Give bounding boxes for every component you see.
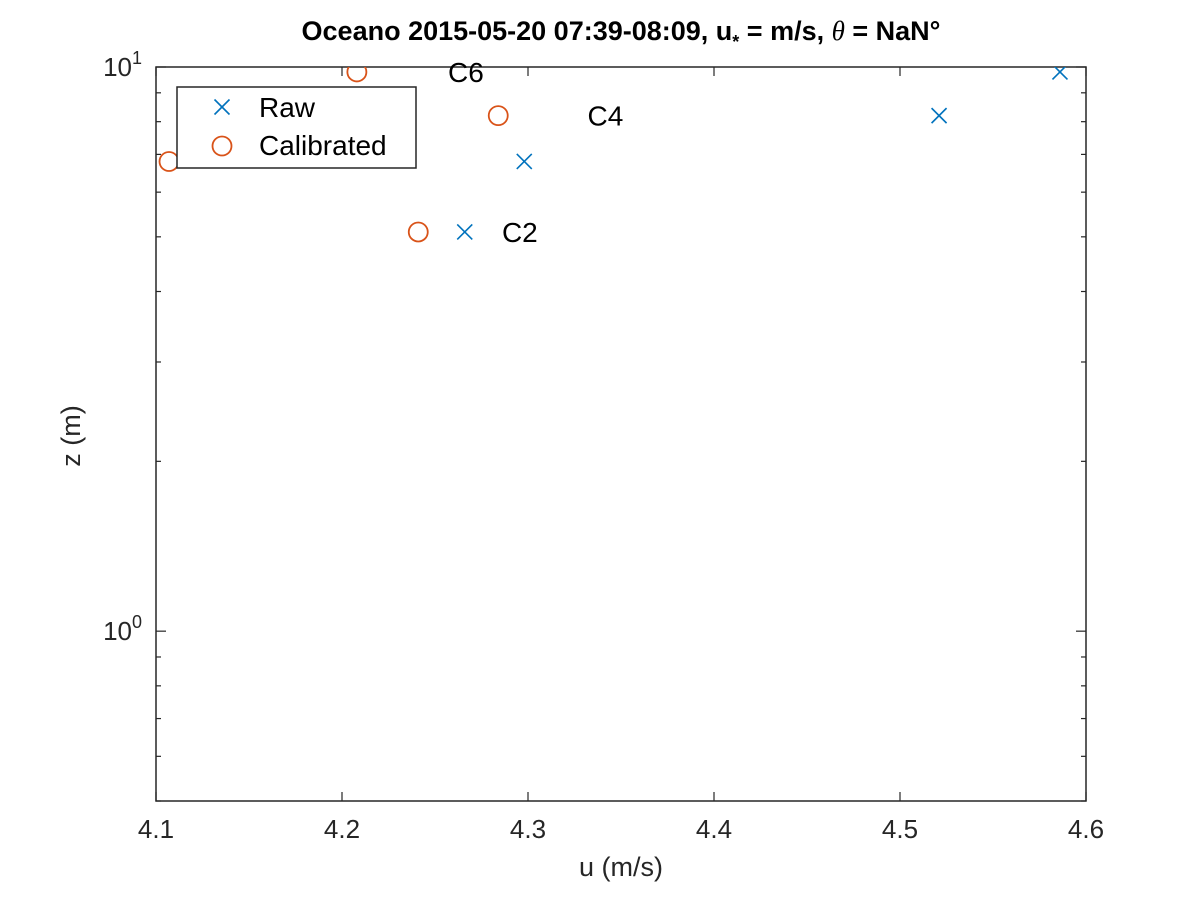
y-axis-label: z (m)	[56, 405, 86, 466]
chart-title-suffix: = NaN°	[845, 16, 941, 46]
legend-raw-x-marker	[213, 98, 231, 116]
calibrated-data-point	[346, 67, 368, 83]
raw-data-point	[1051, 67, 1069, 81]
x-marker-stroke	[456, 223, 473, 241]
legend-raw-label: Raw	[259, 92, 316, 123]
chart-title-theta: θ	[832, 16, 845, 46]
x-tick-label: 4.2	[324, 814, 360, 844]
x-marker-stroke	[213, 98, 231, 116]
chart-title-subscript: *	[732, 32, 739, 52]
x-tick-label: 4.1	[138, 814, 174, 844]
y-tick-label-base: 10	[103, 616, 132, 646]
x-tick-label: 4.3	[510, 814, 546, 844]
annotation-label-c2: C2	[502, 217, 538, 248]
x-marker-stroke	[516, 153, 533, 170]
annotation-label-c4: C4	[588, 101, 624, 132]
x-marker-stroke	[930, 107, 948, 124]
annotation-label-c6: C6	[448, 57, 484, 88]
raw-data-point	[516, 153, 533, 170]
chart-title: Oceano 2015-05-20 07:39-08:09, u* = m/s,…	[302, 16, 941, 52]
legend: Raw Calibrated	[176, 86, 417, 169]
legend-calibrated-circle	[211, 135, 233, 157]
x-marker-stroke	[1051, 67, 1067, 81]
raw-data-point	[930, 107, 948, 124]
y-tick-label: 100	[103, 612, 142, 646]
y-tick-label-exponent: 0	[132, 612, 142, 632]
calibrated-data-point	[407, 221, 429, 243]
raw-data-point	[456, 223, 473, 241]
chart-title-prefix: Oceano 2015-05-20 07:39-08:09, u	[302, 16, 733, 46]
data-markers	[158, 67, 1069, 243]
x-axis-label: u (m/s)	[579, 852, 663, 882]
legend-calibrated-label: Calibrated	[259, 130, 387, 161]
y-tick-label-base: 10	[103, 52, 132, 82]
annotations: C2 C4 C6	[448, 57, 623, 248]
legend-calibrated-circle-marker	[211, 135, 233, 157]
x-tick-label: 4.6	[1068, 814, 1104, 844]
y-tick-label-exponent: 1	[132, 48, 142, 68]
legend-raw-x	[213, 98, 231, 116]
y-tick-label: 101	[103, 48, 142, 82]
plot-area	[155, 66, 1087, 802]
calibrated-data-point	[487, 105, 509, 127]
x-tick-label: 4.4	[696, 814, 732, 844]
x-tick-label: 4.5	[882, 814, 918, 844]
chart-title-middle: = m/s,	[739, 16, 831, 46]
